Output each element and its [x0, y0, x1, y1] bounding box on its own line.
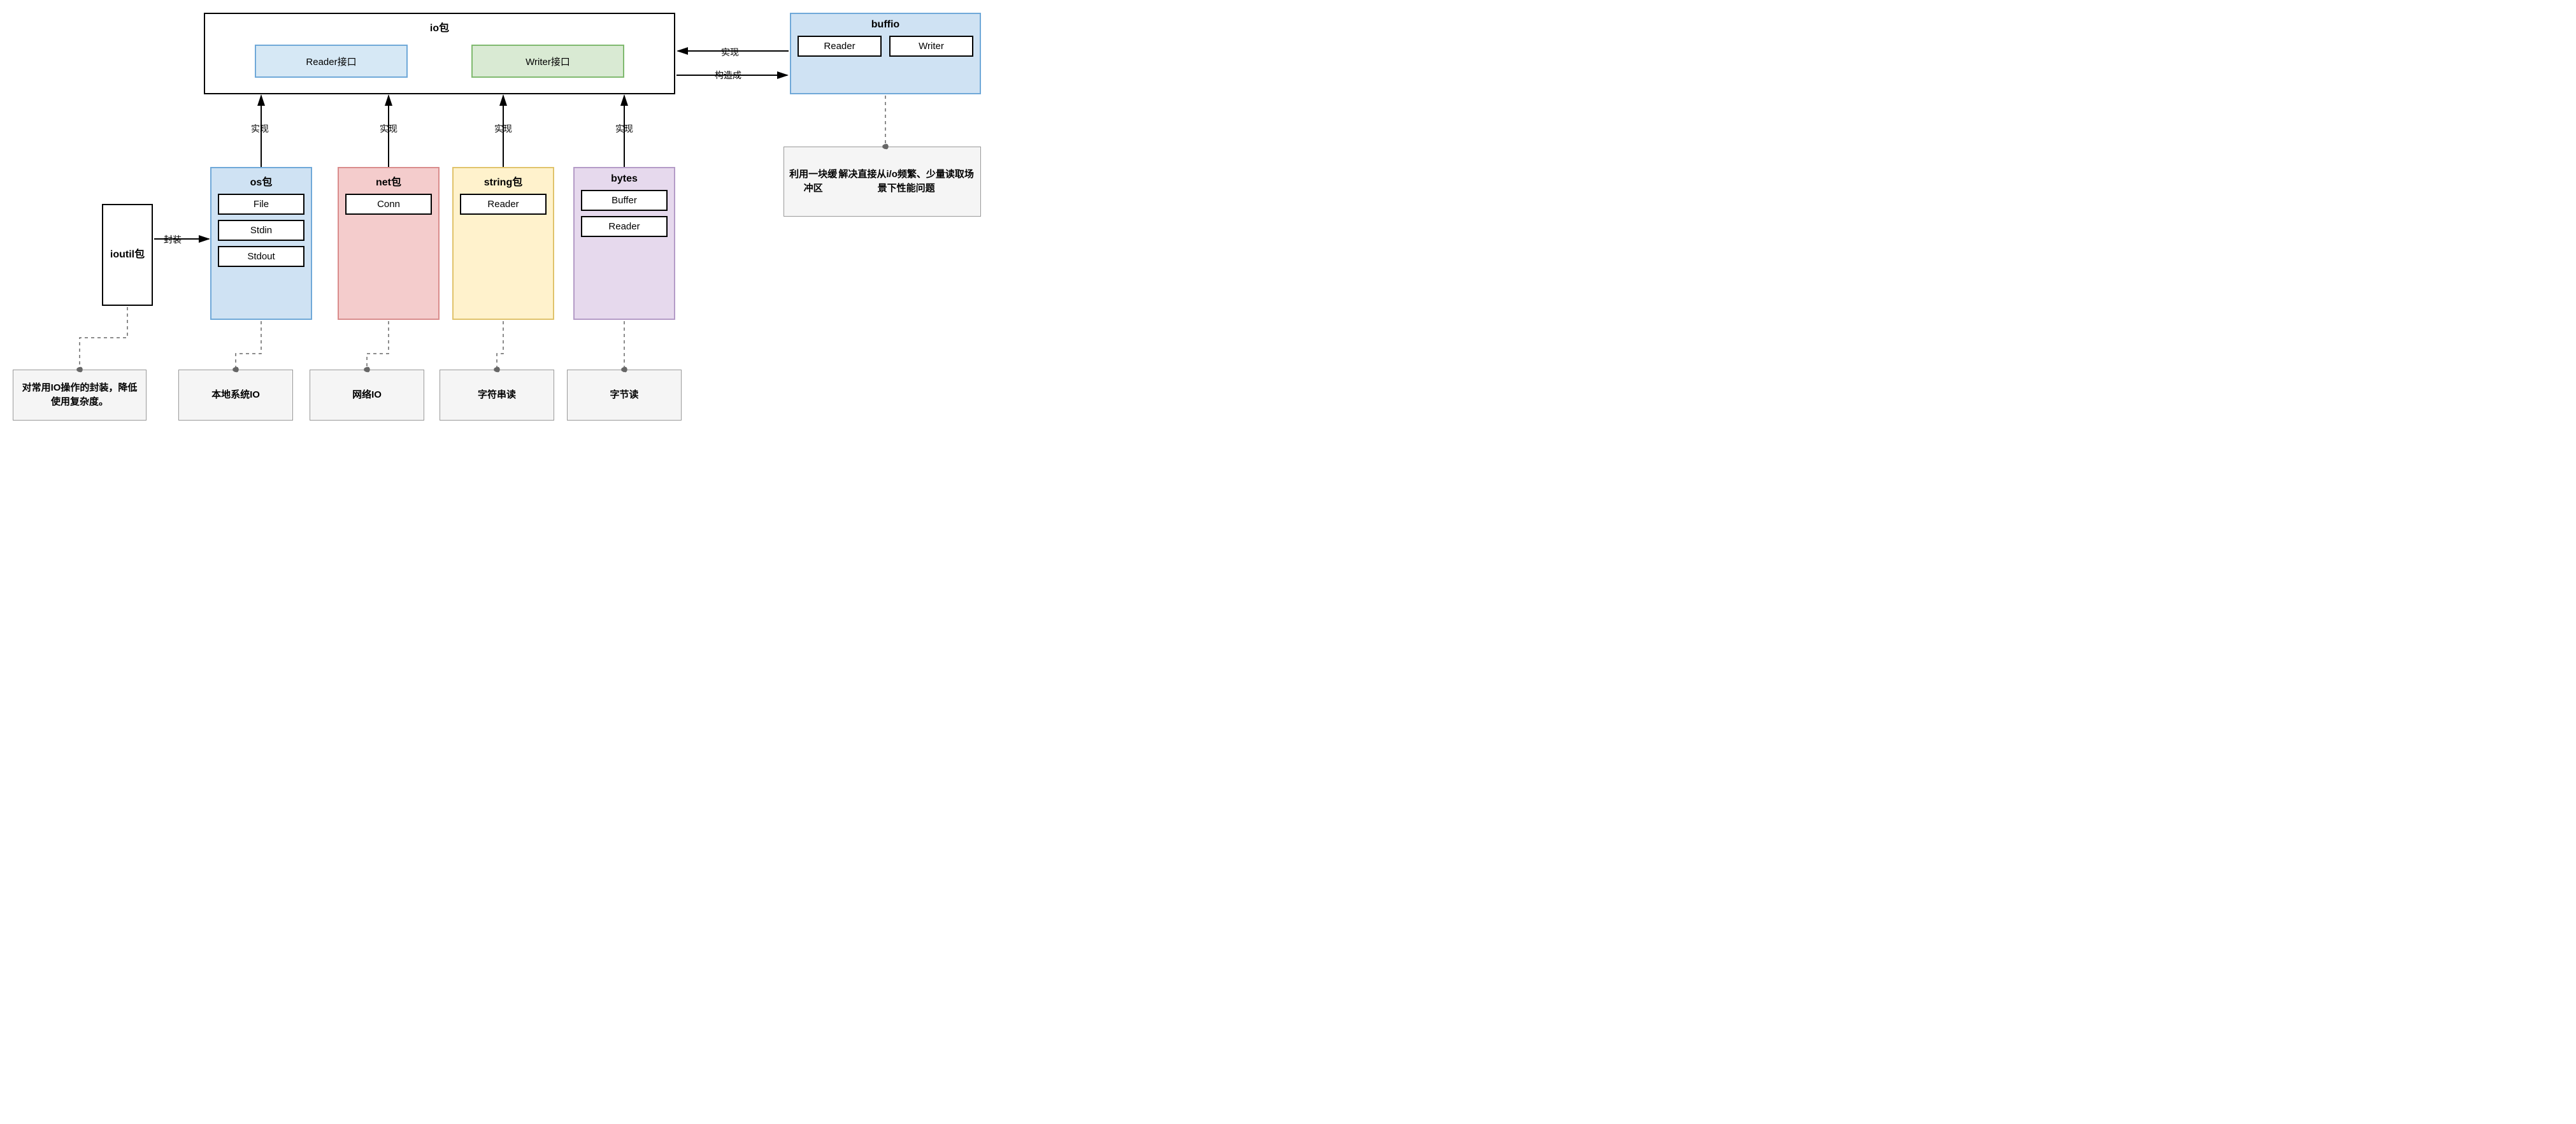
bytes-title: bytes — [611, 173, 638, 185]
net-item: Conn — [345, 194, 432, 215]
bytes-item: Buffer — [581, 190, 668, 211]
buffio-title: buffio — [871, 19, 899, 31]
string-item: Reader — [460, 194, 547, 215]
edge-label-wrap: 封装 — [162, 233, 183, 246]
ioutil-note: 对常用IO操作的封装，降低使用复杂度。 — [13, 370, 147, 421]
string-note: 字符串读 — [440, 370, 554, 421]
diagram-canvas: io包 Reader接口 Writer接口 ioutil包 os包 File S… — [0, 0, 987, 433]
net-note: 网络IO — [310, 370, 424, 421]
string-title: string包 — [484, 173, 522, 189]
writer-interface-box: Writer接口 — [471, 45, 624, 78]
buffio-item: Writer — [889, 36, 973, 57]
io-title: io包 — [430, 19, 449, 34]
buffio-note: 利用一块缓冲区解决直接从i/o频繁、少量读取场景下性能问题 — [784, 147, 981, 217]
os-item: Stdin — [218, 220, 304, 241]
edge-label-impl: 实现 — [614, 122, 634, 135]
ioutil-title: ioutil包 — [110, 249, 145, 262]
reader-label: Reader接口 — [306, 55, 356, 68]
edge-label-impl: 实现 — [493, 122, 513, 135]
reader-interface-box: Reader接口 — [255, 45, 408, 78]
os-item: File — [218, 194, 304, 215]
net-package-box: net包 Conn — [338, 167, 440, 320]
os-item: Stdout — [218, 246, 304, 267]
buffio-package-box: buffio Reader Writer — [790, 13, 981, 94]
os-title: os包 — [250, 173, 273, 189]
bytes-package-box: bytes Buffer Reader — [573, 167, 675, 320]
edge-label-construct: 构造成 — [713, 69, 743, 82]
edge-label-impl: 实现 — [720, 46, 740, 59]
bytes-note: 字节读 — [567, 370, 682, 421]
ioutil-box: ioutil包 — [102, 204, 153, 306]
os-note: 本地系统IO — [178, 370, 293, 421]
bytes-item: Reader — [581, 216, 668, 237]
edge-label-impl: 实现 — [250, 122, 270, 135]
os-package-box: os包 File Stdin Stdout — [210, 167, 312, 320]
string-package-box: string包 Reader — [452, 167, 554, 320]
edge-label-impl: 实现 — [378, 122, 399, 135]
buffio-item: Reader — [798, 36, 882, 57]
net-title: net包 — [376, 173, 401, 189]
writer-label: Writer接口 — [526, 55, 570, 68]
